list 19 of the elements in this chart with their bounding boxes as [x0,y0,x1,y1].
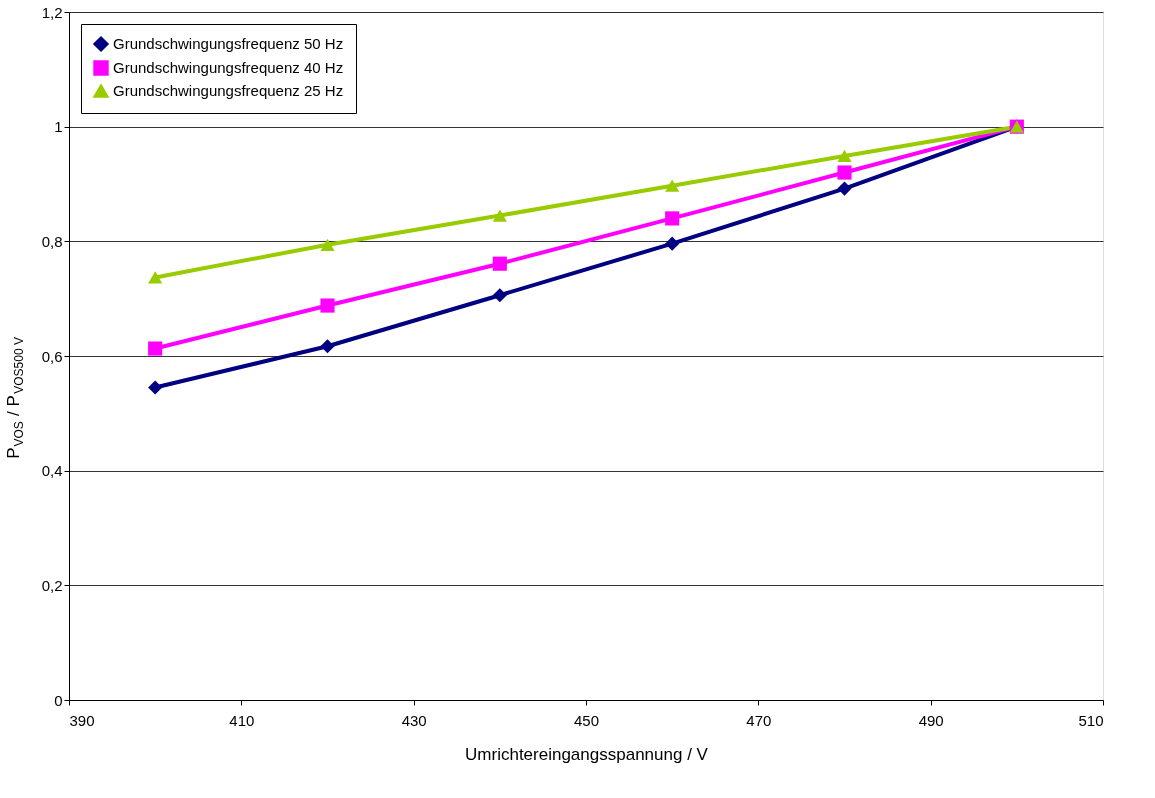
x-tick-label: 430 [401,711,427,729]
x-axis-title: Umrichtereingangsspannung / V [465,744,709,764]
y-tick-label: 0 [54,691,63,709]
y-tick-label: 1,2 [41,3,63,21]
y-tick-label: 0,8 [41,232,63,250]
x-tick-label: 470 [746,711,772,729]
y-tick-label: 0,4 [41,462,63,480]
legend-label: Grundschwingungsfrequenz 25 Hz [113,82,344,99]
x-tick-label: 410 [229,711,255,729]
x-tick-label: 490 [918,711,944,729]
y-tick-label: 0,6 [41,347,63,365]
y-tick-label: 1 [54,118,63,136]
x-tick-label: 390 [69,711,95,729]
x-tick-label: 450 [573,711,600,729]
legend-label: Grundschwingungsfrequenz 40 Hz [113,59,344,76]
y-axis-title: PVOS / PVOS500 V [4,337,26,459]
y-tick-label: 0,2 [41,576,63,594]
x-tick-label: 510 [1078,711,1104,729]
legend-label: Grundschwingungsfrequenz 50 Hz [113,35,344,52]
